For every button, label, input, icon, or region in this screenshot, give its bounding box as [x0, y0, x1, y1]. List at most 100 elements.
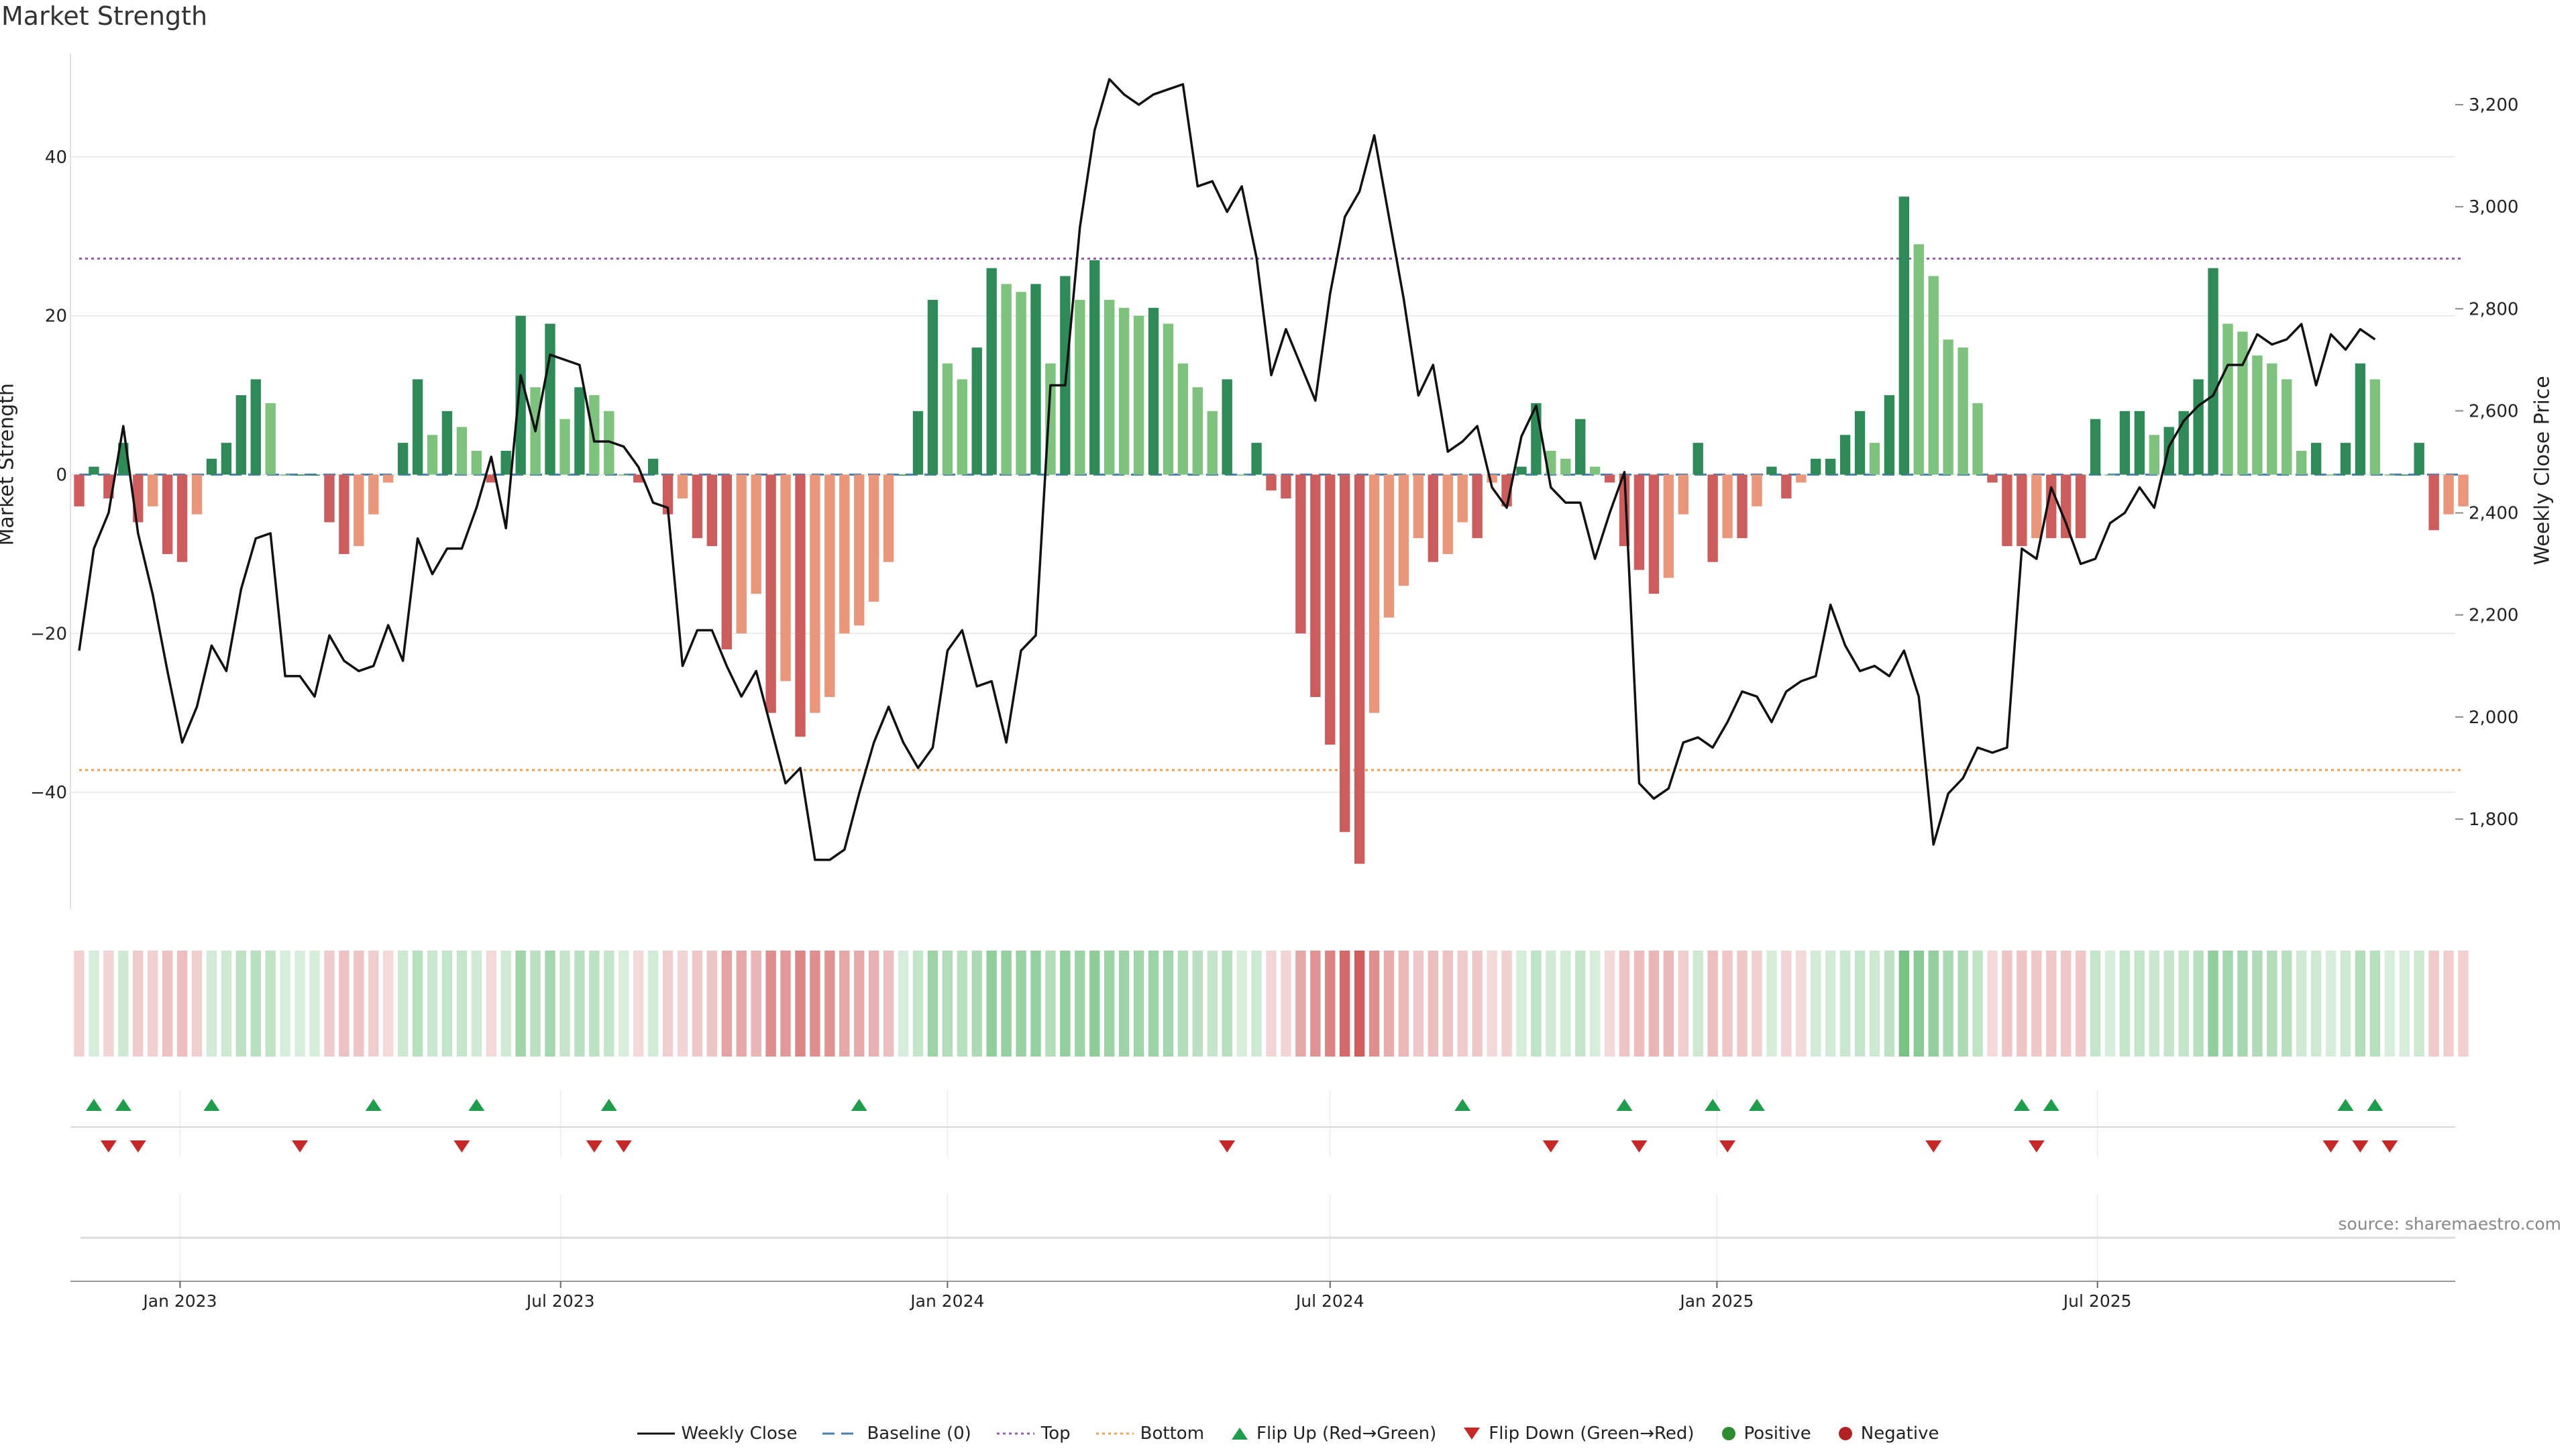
heatmap-cell: [2443, 951, 2454, 1057]
strength-bar: [795, 474, 806, 737]
heatmap-cell: [1398, 951, 1409, 1057]
heatmap-cell: [1987, 951, 1998, 1057]
strength-bar: [148, 474, 158, 506]
heatmap-cell: [545, 951, 555, 1057]
strength-bar: [765, 474, 776, 713]
strength-bar: [2119, 411, 2131, 475]
heatmap-cell: [1236, 951, 1247, 1057]
heatmap-cell: [1413, 951, 1424, 1057]
heatmap-cell: [1633, 951, 1645, 1057]
heatmap-cell: [1118, 951, 1130, 1057]
legend-positive[interactable]: Positive: [1720, 1424, 1811, 1444]
strength-bar: [1589, 466, 1601, 475]
legend-top[interactable]: Top: [996, 1424, 1071, 1444]
heatmap-cell: [1589, 951, 1601, 1057]
heatmap-cell: [309, 951, 320, 1057]
weekly-close-line: [78, 78, 2376, 861]
chart-title: Market Strength: [1, 1, 208, 31]
strength-bar: [2252, 355, 2263, 475]
heatmap-cell: [854, 951, 865, 1057]
strength-bar: [883, 474, 894, 562]
strength-bar: [677, 474, 688, 499]
strength-bar: [1516, 466, 1527, 475]
heatmap-cell: [1752, 951, 1762, 1057]
heatmap-cell: [397, 951, 409, 1057]
heatmap-cell: [1811, 951, 1821, 1057]
heatmap-cell: [368, 951, 379, 1057]
y2-tick-label: 3,200: [2469, 95, 2518, 115]
strength-bar: [751, 474, 761, 594]
heatmap-cell: [103, 951, 114, 1057]
legend-weekly-close[interactable]: Weekly Close: [637, 1424, 797, 1444]
legend-negative[interactable]: Negative: [1837, 1424, 1939, 1444]
strength-bar: [1869, 443, 1880, 475]
flip-up-marker: [1616, 1099, 1633, 1111]
legend-baseline[interactable]: Baseline (0): [822, 1424, 971, 1444]
strength-bar: [441, 411, 453, 475]
y2-tick-label: 2,600: [2469, 401, 2518, 421]
strength-bar: [2017, 474, 2027, 547]
heatmap-cell: [721, 951, 732, 1057]
strength-bar: [354, 474, 364, 547]
triangle-down-icon: [1464, 1428, 1481, 1440]
heatmap-cell: [148, 951, 158, 1057]
strength-bar: [1192, 387, 1203, 475]
strength-bar: [324, 474, 335, 523]
reference-lines: [79, 257, 2463, 771]
heatmap-cell: [221, 951, 232, 1057]
y2-axis-title: Weekly Close Price: [2530, 376, 2555, 566]
heatmap-cell: [1575, 951, 1586, 1057]
heatmap-cell: [1045, 951, 1056, 1057]
heatmap-cell: [2458, 951, 2469, 1057]
strength-bar: [559, 419, 570, 475]
strength-bar: [1898, 197, 1910, 475]
legend-flip-down[interactable]: Flip Down (Green→Red): [1462, 1424, 1695, 1444]
strength-bar: [1943, 339, 1953, 475]
x-tick-label: Jul 2025: [2062, 1291, 2132, 1311]
heatmap-cell: [1693, 951, 1703, 1057]
strength-bar: [706, 474, 718, 547]
flip-down-marker: [129, 1140, 146, 1152]
flip-down-marker: [1925, 1140, 1942, 1152]
weekly-close-line-group: [78, 78, 2376, 861]
strength-bar: [1472, 474, 1483, 539]
heatmap-cell: [235, 951, 246, 1057]
strength-bar: [633, 474, 644, 483]
strength-bar: [2428, 474, 2439, 531]
strength-bar: [2296, 450, 2307, 475]
heatmap-cell: [647, 951, 659, 1057]
legend-baseline-label: Baseline (0): [867, 1424, 971, 1444]
heatmap-cell: [354, 951, 364, 1057]
strength-bar: [309, 474, 320, 476]
strength-bar: [574, 387, 585, 475]
legend-bottom[interactable]: Bottom: [1095, 1424, 1204, 1444]
strength-bar: [265, 402, 276, 475]
strength-bar: [1177, 363, 1189, 475]
legend-flip-up-label: Flip Up (Red→Green): [1256, 1424, 1437, 1444]
legend-negative-label: Negative: [1860, 1424, 1939, 1444]
strength-bar: [1118, 307, 1130, 475]
legend-flip-up[interactable]: Flip Up (Red→Green): [1230, 1424, 1436, 1444]
heatmap-cell: [2369, 951, 2381, 1057]
strength-bar: [515, 315, 526, 475]
heatmap-cell: [1148, 951, 1159, 1057]
strength-bar: [1428, 474, 1438, 562]
strength-bar: [1310, 474, 1321, 698]
heatmap-cell: [162, 951, 173, 1057]
heatmap-cell: [2296, 951, 2307, 1057]
strength-bar: [1236, 474, 1247, 476]
strength-bar: [1722, 474, 1733, 539]
strength-bar: [2193, 379, 2204, 475]
heatmap-cell: [1501, 951, 1512, 1057]
flip-markers: [70, 1099, 2455, 1152]
strength-bar: [721, 474, 732, 649]
y-tick-label: 0: [56, 466, 67, 486]
strength-bar: [2355, 363, 2366, 475]
strength-bar: [1354, 474, 1365, 864]
heatmap-cell: [795, 951, 806, 1057]
heatmap-cell: [1722, 951, 1733, 1057]
strength-bar: [2075, 474, 2086, 539]
strength-bar: [957, 379, 967, 475]
strength-bar: [1207, 411, 1218, 475]
heatmap-cell: [1663, 951, 1674, 1057]
